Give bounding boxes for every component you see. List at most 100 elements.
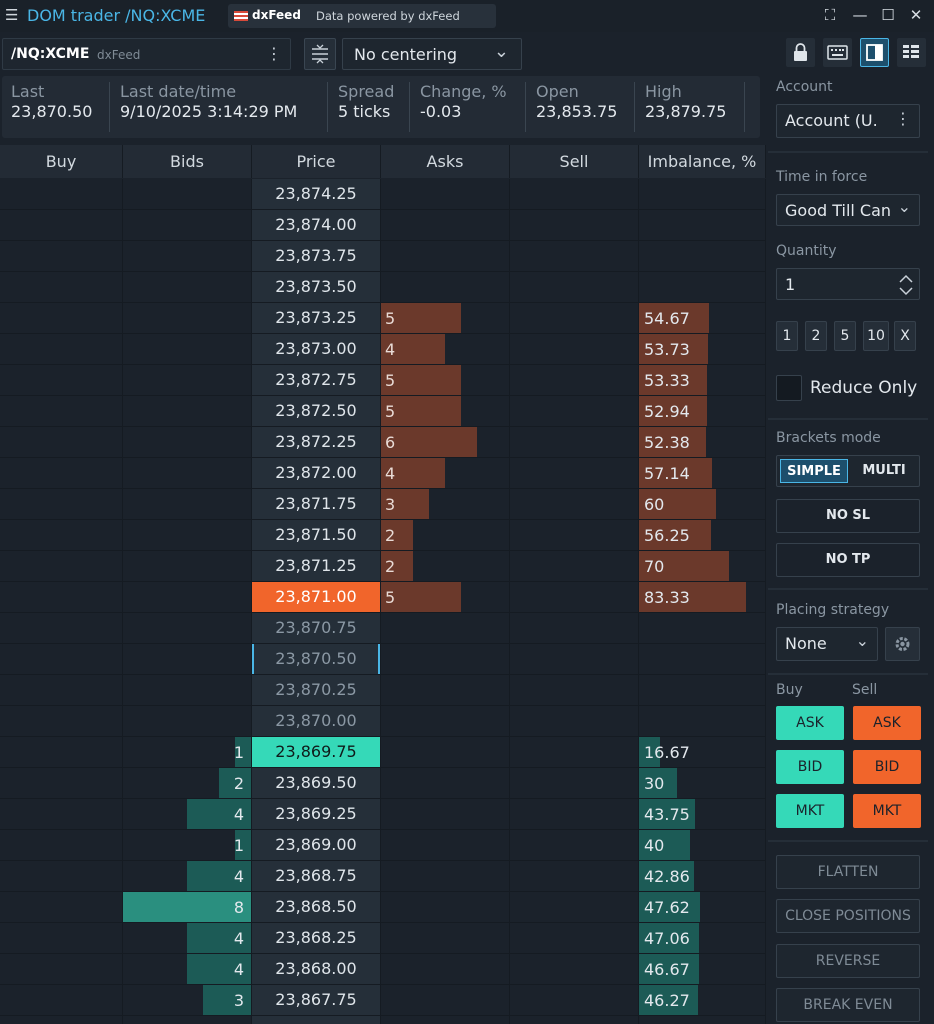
price-cell[interactable]: 23,871.00 <box>252 582 380 612</box>
ladder-cell[interactable] <box>0 675 123 705</box>
ladder-cell[interactable] <box>252 396 381 426</box>
ladder-cell[interactable] <box>0 613 123 643</box>
price-cell[interactable]: 23,871.25 <box>252 551 380 581</box>
price-cell[interactable]: 23,872.00 <box>252 458 380 488</box>
ladder-cell[interactable] <box>0 551 123 581</box>
ladder-cell[interactable] <box>252 520 381 550</box>
ladder-row[interactable]: 23,874.00 <box>0 210 766 241</box>
ladder-cell[interactable] <box>510 830 639 860</box>
price-cell[interactable]: 23,872.50 <box>252 396 380 426</box>
ladder-row[interactable]: 3 23,867.75 46.27 <box>0 985 766 1016</box>
ladder-cell[interactable] <box>381 861 510 891</box>
ladder-cell[interactable] <box>123 427 252 457</box>
ladder-cell[interactable] <box>123 613 252 643</box>
ladder-cell[interactable] <box>123 272 252 302</box>
price-cell[interactable]: 23,870.75 <box>252 613 380 643</box>
ladder-cell[interactable] <box>510 179 639 209</box>
ladder-row[interactable]: 2 23,869.50 30 <box>0 768 766 799</box>
ladder-cell[interactable] <box>123 179 252 209</box>
ladder-cell[interactable] <box>510 210 639 240</box>
ladder-cell[interactable] <box>639 210 766 240</box>
ladder-cell[interactable] <box>0 830 123 860</box>
ladder-cell[interactable] <box>381 830 510 860</box>
strategy-settings-button[interactable] <box>885 627 920 661</box>
ladder-cell[interactable] <box>252 706 381 736</box>
ladder-cell[interactable] <box>381 303 510 333</box>
ladder-cell[interactable] <box>0 427 123 457</box>
ladder-cell[interactable] <box>639 396 766 426</box>
ladder-cell[interactable] <box>123 458 252 488</box>
ladder-cell[interactable] <box>252 210 381 240</box>
ladder-row[interactable]: 23,871.00 5 83.33 <box>0 582 766 613</box>
ladder-cell[interactable] <box>381 179 510 209</box>
ask-size[interactable]: 5 <box>385 309 396 328</box>
ladder-cell[interactable] <box>123 396 252 426</box>
ladder-cell[interactable] <box>0 799 123 829</box>
ladder-cell[interactable] <box>510 892 639 922</box>
ladder-row[interactable]: 23,870.50 <box>0 644 766 675</box>
ladder-cell[interactable] <box>510 520 639 550</box>
ladder-cell[interactable] <box>0 241 123 271</box>
ladder-cell[interactable] <box>510 675 639 705</box>
ladder-cell[interactable] <box>252 272 381 302</box>
ladder-cell[interactable] <box>0 954 123 984</box>
column-header-bids[interactable]: Bids <box>123 145 252 178</box>
ladder-cell[interactable] <box>123 551 252 581</box>
ladder-cell[interactable] <box>0 861 123 891</box>
price-cell[interactable]: 23,867.75 <box>252 985 380 1015</box>
ladder-cell[interactable] <box>381 272 510 302</box>
ladder-cell[interactable] <box>639 861 766 891</box>
quick-quantity-10[interactable]: 10 <box>863 321 889 351</box>
bid-size[interactable]: 1 <box>233 743 244 762</box>
price-cell[interactable]: 23,869.75 <box>252 737 380 767</box>
ladder-cell[interactable] <box>510 427 639 457</box>
column-header-sell[interactable]: Sell <box>510 145 639 178</box>
ladder-cell[interactable] <box>639 179 766 209</box>
ladder-cell[interactable] <box>510 706 639 736</box>
price-cell[interactable]: 23,872.75 <box>252 365 380 395</box>
price-cell[interactable]: 23,870.00 <box>252 706 380 736</box>
lock-button[interactable] <box>786 38 815 67</box>
quantity-stepper[interactable]: 1 <box>776 268 920 300</box>
ladder-cell[interactable] <box>0 582 123 612</box>
ladder-cell[interactable] <box>252 427 381 457</box>
ladder-row[interactable]: 23,871.50 2 56.25 <box>0 520 766 551</box>
ladder-cell[interactable] <box>510 334 639 364</box>
ladder-cell[interactable] <box>639 241 766 271</box>
ladder-cell[interactable] <box>252 179 381 209</box>
ladder-row[interactable]: 23,871.25 2 70 <box>0 551 766 582</box>
column-header-imbalance[interactable]: Imbalance, % <box>639 145 766 178</box>
ladder-cell[interactable] <box>381 1016 510 1024</box>
bid-size[interactable]: 4 <box>233 805 244 824</box>
price-cell[interactable]: 23,871.75 <box>252 489 380 519</box>
ladder-cell[interactable] <box>381 737 510 767</box>
ladder-cell[interactable] <box>0 985 123 1015</box>
ladder-cell[interactable] <box>381 923 510 953</box>
price-cell[interactable]: 23,873.25 <box>252 303 380 333</box>
ladder-row[interactable]: 23,873.25 5 54.67 <box>0 303 766 334</box>
ladder-cell[interactable] <box>252 923 381 953</box>
minimize-icon[interactable]: — <box>852 6 868 24</box>
ladder-cell[interactable] <box>381 675 510 705</box>
ladder-cell[interactable] <box>0 892 123 922</box>
buy-bid-button[interactable]: BID <box>776 750 844 784</box>
price-cell[interactable]: 23,873.00 <box>252 334 380 364</box>
ladder-cell[interactable] <box>0 489 123 519</box>
account-selector[interactable]: Account (U. ⋮ <box>776 104 920 138</box>
centering-dropdown[interactable]: No centering ⌄ <box>342 38 522 70</box>
ladder-cell[interactable] <box>639 737 766 767</box>
ladder-row[interactable]: 23,872.25 6 52.38 <box>0 427 766 458</box>
ladder-cell[interactable] <box>639 582 766 612</box>
ladder-cell[interactable] <box>510 954 639 984</box>
ladder-cell[interactable] <box>252 892 381 922</box>
ladder-cell[interactable] <box>510 241 639 271</box>
ladder-cell[interactable] <box>381 644 510 674</box>
ladder-cell[interactable] <box>252 458 381 488</box>
hamburger-menu-icon[interactable]: ☰ <box>5 6 19 24</box>
ladder-cell[interactable] <box>510 861 639 891</box>
ladder-cell[interactable] <box>639 892 766 922</box>
ladder-cell[interactable] <box>639 365 766 395</box>
ladder-row[interactable]: 23,873.00 4 53.73 <box>0 334 766 365</box>
ladder-cell[interactable] <box>252 334 381 364</box>
price-cell[interactable] <box>252 1016 380 1024</box>
